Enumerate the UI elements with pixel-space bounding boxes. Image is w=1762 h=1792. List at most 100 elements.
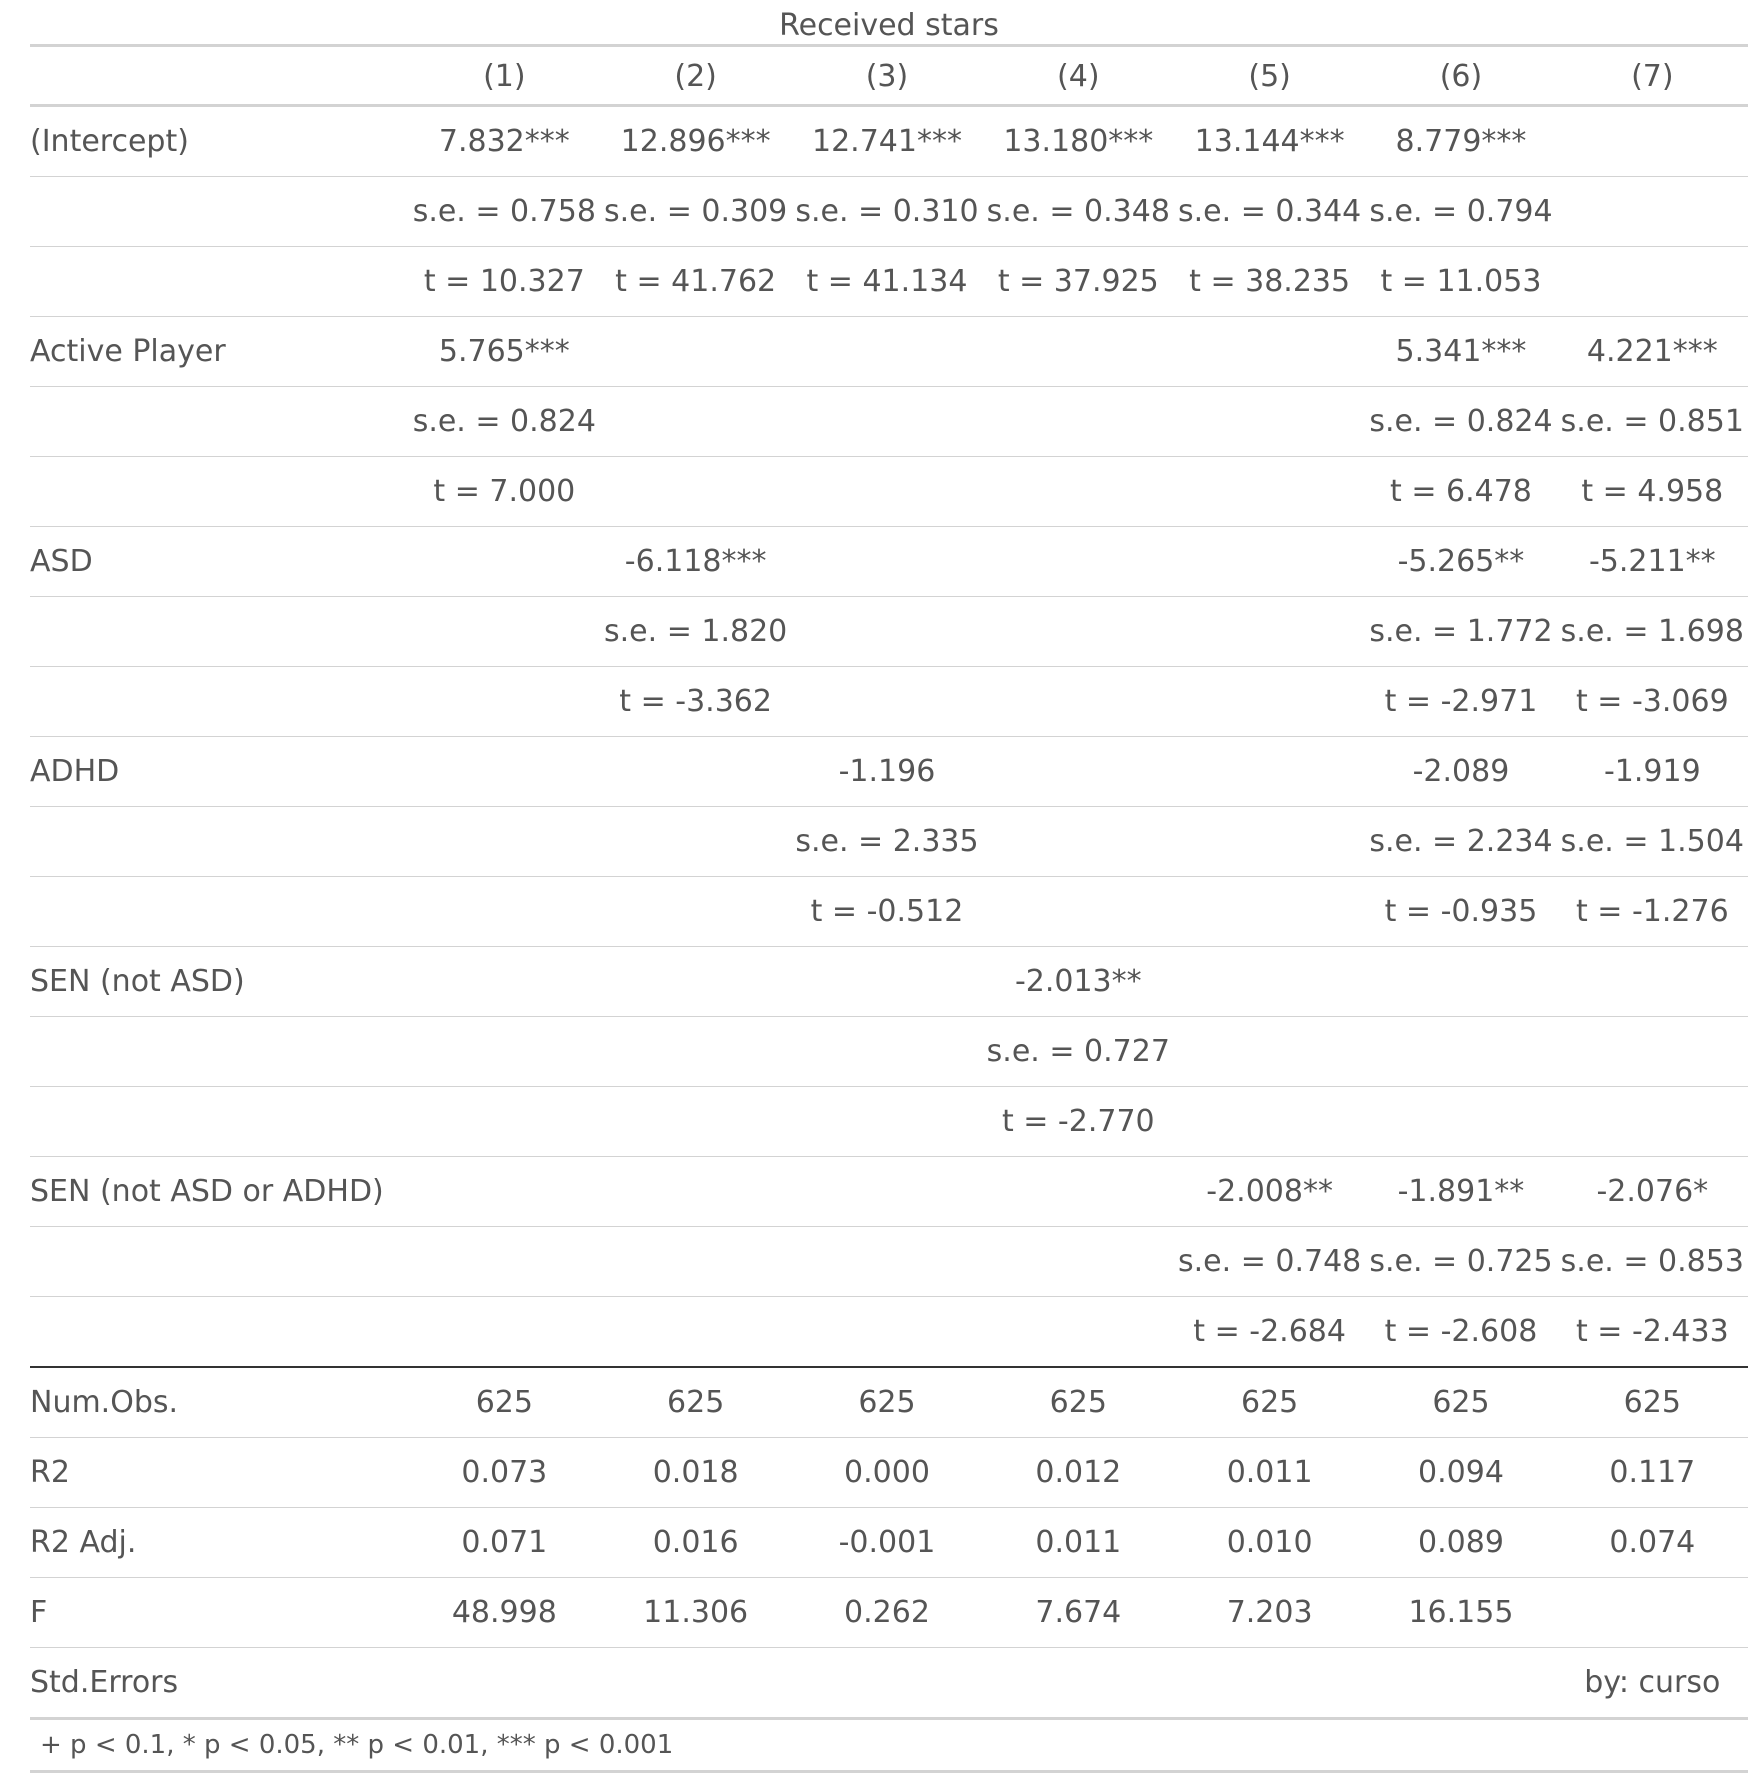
table-cell: s.e. = 0.824: [408, 386, 600, 457]
table-cell: [599, 736, 792, 807]
table-cell: 0.074: [1556, 1507, 1748, 1578]
table-cell: [982, 666, 1174, 737]
stat-row: Num.Obs. 625 625 625 625 625 625 625: [30, 1367, 1748, 1438]
table-cell: [982, 1226, 1174, 1297]
coef-row: ASD -6.118*** -5.265** -5.211**: [30, 526, 1748, 597]
row-label: F: [30, 1577, 409, 1648]
table-cell: [1556, 1577, 1748, 1648]
table-cell: -2.008**: [1173, 1156, 1366, 1227]
table-cell: [599, 1016, 792, 1087]
table-cell: s.e. = 1.698: [1556, 596, 1748, 667]
table-cell: 625: [1173, 1367, 1366, 1438]
header-model-4: (4): [982, 48, 1174, 107]
regression-table: (1) (2) (3) (4) (5) (6) (7) (Intercept) 7…: [30, 48, 1748, 1773]
table-cell: [408, 1086, 600, 1157]
table-cell: [1173, 666, 1366, 737]
table-cell: 0.000: [791, 1437, 983, 1508]
row-label: Num.Obs.: [30, 1367, 409, 1438]
row-label: SEN (not ASD): [30, 946, 409, 1017]
table-cell: t = 11.053: [1365, 246, 1557, 317]
table-cell: t = -0.935: [1365, 876, 1557, 947]
table-cell: -1.196: [791, 736, 983, 807]
table-cell: t = -3.362: [599, 666, 792, 737]
table-cell: [791, 1086, 983, 1157]
table-cell: -5.211**: [1556, 526, 1748, 597]
coef-row: ADHD -1.196 -2.089 -1.919: [30, 736, 1748, 807]
row-label: R2 Adj.: [30, 1507, 409, 1578]
table-cell: s.e. = 0.348: [982, 176, 1174, 247]
table-cell: [982, 596, 1174, 667]
row-label: [30, 596, 409, 667]
table-cell: [599, 1156, 792, 1227]
table-cell: [982, 456, 1174, 527]
table-cell: 4.221***: [1556, 316, 1748, 387]
table-cell: [599, 1226, 792, 1297]
table-cell: t = 7.000: [408, 456, 600, 527]
row-label: Active Player: [30, 316, 409, 387]
table-cell: [791, 1226, 983, 1297]
table-cell: [1556, 105, 1748, 177]
coef-row: t = -2.684 t = -2.608 t = -2.433: [30, 1296, 1748, 1368]
table-cell: -2.076*: [1556, 1156, 1748, 1227]
table-cell: 7.832***: [408, 105, 600, 177]
row-label: [30, 386, 409, 457]
table-cell: t = 10.327: [408, 246, 600, 317]
table-cell: t = -3.069: [1556, 666, 1748, 737]
table-cell: -2.089: [1365, 736, 1557, 807]
row-label: SEN (not ASD or ADHD): [30, 1156, 409, 1227]
table-cell: by: curso: [1556, 1647, 1748, 1720]
table-cell: t = 6.478: [1365, 456, 1557, 527]
table-cell: t = 37.925: [982, 246, 1174, 317]
table-body: (Intercept) 7.832*** 12.896*** 12.741*** 13.…: [30, 105, 1748, 1720]
table-cell: -5.265**: [1365, 526, 1557, 597]
footnote: + p < 0.1, * p < 0.05, ** p < 0.01, *** …: [30, 1718, 1748, 1773]
table-cell: 0.011: [1173, 1437, 1366, 1508]
table-cell: [1173, 316, 1366, 387]
table-cell: [791, 596, 983, 667]
table-cell: [408, 1156, 600, 1227]
table-cell: [1173, 876, 1366, 947]
table-cell: [1173, 1647, 1366, 1720]
row-label: Std.Errors: [30, 1647, 409, 1720]
table-cell: 0.089: [1365, 1507, 1557, 1578]
table-cell: [1173, 806, 1366, 877]
row-label: [30, 1086, 409, 1157]
table-cell: s.e. = 2.335: [791, 806, 983, 877]
coef-row: s.e. = 0.824 s.e. = 0.824 s.e. = 0.851: [30, 386, 1748, 457]
table-cell: [1173, 946, 1366, 1017]
spanner-title: Received stars: [779, 8, 999, 43]
stat-row: Std.Errors by: curso: [30, 1647, 1748, 1720]
table-cell: [408, 596, 600, 667]
coef-row: t = 7.000 t = 6.478 t = 4.958: [30, 456, 1748, 527]
table-cell: 625: [599, 1367, 792, 1438]
table-cell: t = 4.958: [1556, 456, 1748, 527]
table-cell: s.e. = 0.725: [1365, 1226, 1557, 1297]
header-model-1: (1): [408, 48, 600, 107]
row-label: [30, 1226, 409, 1297]
table-cell: 0.012: [982, 1437, 1174, 1508]
table-cell: s.e. = 0.794: [1365, 176, 1557, 247]
table-cell: 625: [1365, 1367, 1557, 1438]
table-cell: [791, 386, 983, 457]
table-cell: [791, 1296, 983, 1368]
table-cell: [408, 876, 600, 947]
table-cell: 0.016: [599, 1507, 792, 1578]
stat-row: R2 0.073 0.018 0.000 0.012 0.011 0.094 0.117: [30, 1437, 1748, 1508]
table-cell: 0.094: [1365, 1437, 1557, 1508]
table-cell: 625: [408, 1367, 600, 1438]
table-cell: [791, 316, 983, 387]
spanner-rule: [30, 44, 1748, 47]
table-cell: 12.741***: [791, 105, 983, 177]
table-cell: [599, 1647, 792, 1720]
coef-row: s.e. = 0.727: [30, 1016, 1748, 1087]
table-cell: 13.180***: [982, 105, 1174, 177]
table-cell: t = -2.971: [1365, 666, 1557, 737]
table-cell: [982, 1647, 1174, 1720]
header-model-5: (5): [1173, 48, 1366, 107]
row-label: [30, 176, 409, 247]
table-cell: 16.155: [1365, 1577, 1557, 1648]
table-cell: 0.262: [791, 1577, 983, 1648]
header-label-cell: [30, 48, 409, 107]
table-cell: 5.341***: [1365, 316, 1557, 387]
